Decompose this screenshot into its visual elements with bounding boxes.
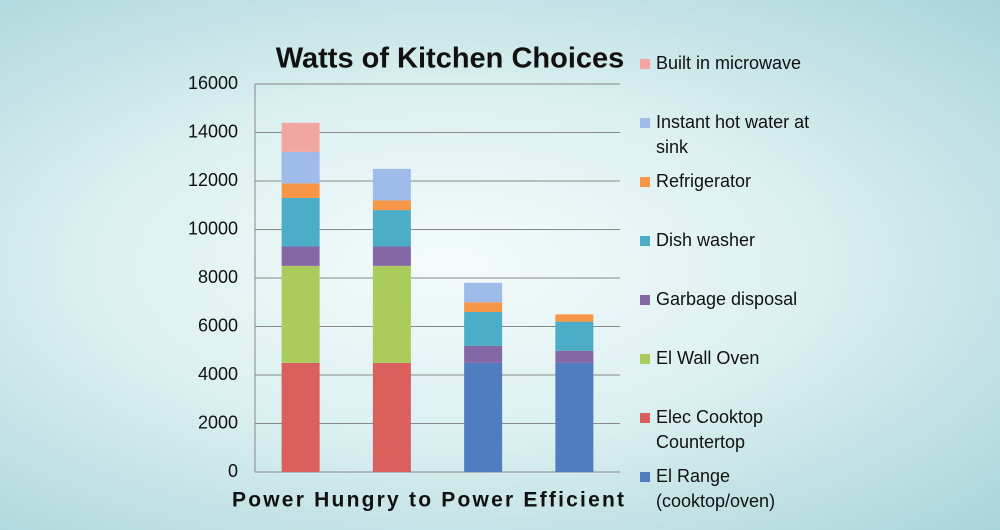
bar-segment [555,362,594,472]
legend-entry: Refrigerator [640,169,840,194]
bar-segment [281,183,320,198]
legend-label: El Range (cooktop/oven) [656,466,776,511]
legend-swatch [640,177,650,187]
y-tick-label: 10000 [188,218,238,238]
bar-segment [281,151,320,184]
bar-segment [555,350,594,363]
bar-segment [372,265,411,363]
legend-entry: Dish washer [640,228,840,253]
bar-segment [372,168,411,201]
legend-swatch [640,59,650,69]
legend-entry: Built in microwave [640,51,840,76]
y-tick-label: 0 [228,461,238,481]
chart-title: Watts of Kitchen Choices [276,43,625,75]
bar-segment [281,246,320,266]
legend-entry: Instant hot water at sink [640,110,840,160]
legend-swatch [640,236,650,246]
legend-label: Built in microwave [656,53,802,73]
legend-label: Instant hot water at sink [656,112,810,157]
bar-segment [372,246,411,266]
bar-segment [372,362,411,472]
y-tick-label: 16000 [188,73,238,93]
legend-swatch [640,118,650,128]
legend-swatch [640,354,650,364]
legend-label: El Wall Oven [656,348,760,368]
bar-segment [281,362,320,472]
legend-swatch [640,295,650,305]
bar-segment [464,302,503,312]
y-tick-label: 12000 [188,170,238,190]
bar-segment [464,282,503,303]
legend-label: Elec Cooktop Countertop [656,407,764,452]
bar-segment [464,345,503,363]
bar-segment [372,210,411,247]
bar-segment [281,197,320,247]
bar-segment [555,321,594,351]
bar-segment [281,265,320,363]
legend-swatch [640,472,650,482]
legend-label: Garbage disposal [656,289,798,309]
y-tick-label: 8000 [198,267,238,287]
legend-label: Dish washer [656,230,756,250]
bar-segment [464,311,503,346]
y-tick-label: 6000 [198,315,238,335]
legend-entry: Garbage disposal [640,287,840,312]
y-tick-label: 4000 [198,364,238,384]
y-tick-label: 2000 [198,412,238,432]
bar-segment [372,200,411,211]
legend-entry: El Range (cooktop/oven) [640,464,840,514]
bar-segment [555,314,594,322]
legend-entry: Elec Cooktop Countertop [640,405,840,455]
legend-swatch [640,413,650,423]
legend-label: Refrigerator [656,171,752,191]
bar-segment [281,122,320,152]
bar-segment [464,362,503,472]
y-tick-label: 14000 [188,121,238,141]
legend-entry: El Wall Oven [640,346,840,371]
x-axis-title: Power Hungry to Power Efficient [232,489,624,512]
